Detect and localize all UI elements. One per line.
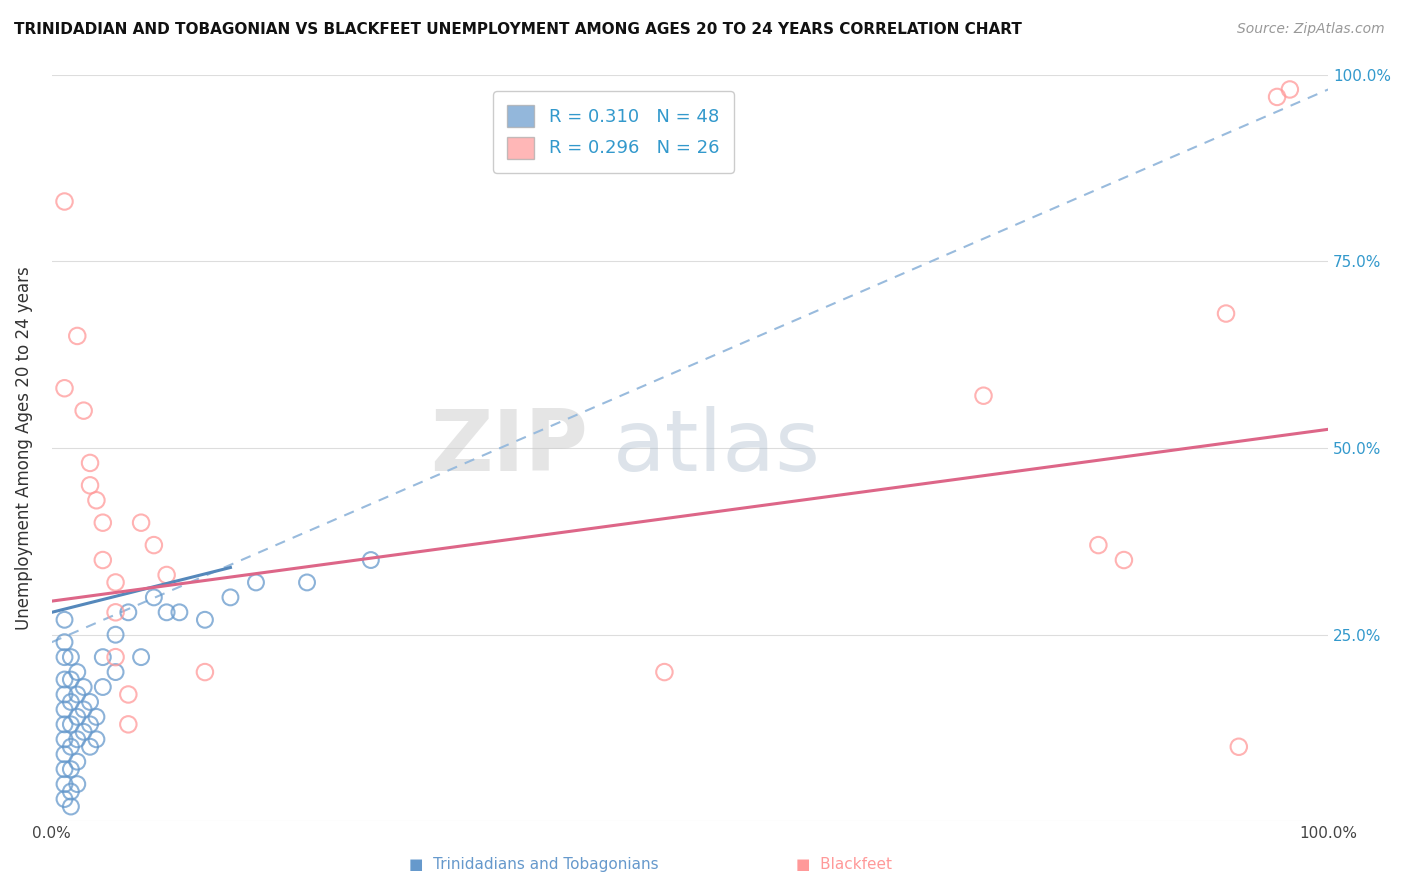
- Point: [245, 575, 267, 590]
- Point: [59, 673, 82, 687]
- Point: [129, 516, 152, 530]
- Point: [104, 575, 127, 590]
- Point: [73, 680, 96, 694]
- Text: ZIP: ZIP: [430, 407, 588, 490]
- Point: [86, 732, 108, 747]
- Point: [53, 613, 76, 627]
- Point: [86, 493, 108, 508]
- Point: [59, 739, 82, 754]
- Point: [1215, 307, 1237, 321]
- Point: [59, 799, 82, 814]
- Point: [142, 538, 165, 552]
- Point: [156, 605, 179, 619]
- Point: [53, 688, 76, 702]
- Point: [1278, 82, 1301, 96]
- Point: [59, 650, 82, 665]
- Point: [654, 665, 676, 679]
- Point: [360, 553, 382, 567]
- Point: [66, 710, 89, 724]
- Point: [59, 695, 82, 709]
- Text: ■  Trinidadians and Tobagonians: ■ Trinidadians and Tobagonians: [409, 857, 659, 872]
- Point: [156, 568, 179, 582]
- Point: [117, 688, 139, 702]
- Point: [142, 591, 165, 605]
- Point: [79, 695, 101, 709]
- Point: [66, 755, 89, 769]
- Point: [59, 784, 82, 798]
- Point: [169, 605, 191, 619]
- Point: [1087, 538, 1109, 552]
- Point: [79, 478, 101, 492]
- Text: TRINIDADIAN AND TOBAGONIAN VS BLACKFEET UNEMPLOYMENT AMONG AGES 20 TO 24 YEARS C: TRINIDADIAN AND TOBAGONIAN VS BLACKFEET …: [14, 22, 1022, 37]
- Point: [219, 591, 242, 605]
- Point: [129, 650, 152, 665]
- Point: [79, 456, 101, 470]
- Legend: R = 0.310   N = 48, R = 0.296   N = 26: R = 0.310 N = 48, R = 0.296 N = 26: [494, 91, 734, 173]
- Text: ■  Blackfeet: ■ Blackfeet: [796, 857, 891, 872]
- Text: Source: ZipAtlas.com: Source: ZipAtlas.com: [1237, 22, 1385, 37]
- Point: [53, 792, 76, 806]
- Point: [66, 732, 89, 747]
- Point: [1112, 553, 1135, 567]
- Point: [104, 665, 127, 679]
- Point: [73, 702, 96, 716]
- Point: [73, 403, 96, 417]
- Point: [66, 777, 89, 791]
- Point: [117, 717, 139, 731]
- Point: [86, 710, 108, 724]
- Point: [59, 762, 82, 776]
- Point: [66, 688, 89, 702]
- Point: [66, 665, 89, 679]
- Point: [53, 673, 76, 687]
- Point: [295, 575, 318, 590]
- Y-axis label: Unemployment Among Ages 20 to 24 years: Unemployment Among Ages 20 to 24 years: [15, 266, 32, 630]
- Point: [91, 553, 114, 567]
- Point: [117, 605, 139, 619]
- Point: [79, 717, 101, 731]
- Point: [73, 724, 96, 739]
- Point: [91, 650, 114, 665]
- Point: [53, 732, 76, 747]
- Point: [1227, 739, 1250, 754]
- Point: [59, 717, 82, 731]
- Point: [91, 516, 114, 530]
- Point: [53, 762, 76, 776]
- Point: [53, 702, 76, 716]
- Point: [79, 739, 101, 754]
- Point: [53, 747, 76, 762]
- Point: [53, 635, 76, 649]
- Point: [194, 665, 217, 679]
- Point: [53, 650, 76, 665]
- Point: [104, 650, 127, 665]
- Point: [53, 777, 76, 791]
- Point: [104, 628, 127, 642]
- Point: [53, 194, 76, 209]
- Point: [53, 717, 76, 731]
- Point: [104, 605, 127, 619]
- Text: atlas: atlas: [613, 407, 821, 490]
- Point: [973, 389, 995, 403]
- Point: [194, 613, 217, 627]
- Point: [53, 381, 76, 395]
- Point: [66, 329, 89, 343]
- Point: [91, 680, 114, 694]
- Point: [1265, 90, 1288, 104]
